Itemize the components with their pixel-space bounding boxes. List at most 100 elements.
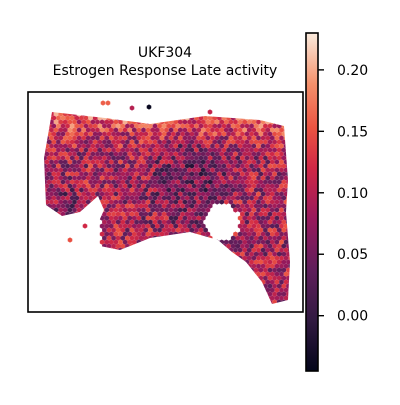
spot <box>194 227 199 233</box>
spot <box>196 199 201 205</box>
spot <box>260 223 266 229</box>
spot <box>256 255 261 261</box>
spot <box>210 295 215 301</box>
spot <box>115 112 121 113</box>
spot <box>44 139 47 145</box>
spot <box>207 147 213 153</box>
spot <box>281 163 287 169</box>
spot <box>210 247 215 253</box>
spot <box>265 167 270 173</box>
spot <box>178 112 183 117</box>
spot <box>180 163 185 169</box>
spot <box>49 247 54 253</box>
spot <box>171 139 176 145</box>
spot <box>164 263 169 269</box>
spot <box>253 299 259 304</box>
spot <box>263 171 268 177</box>
spot <box>92 171 98 177</box>
spot <box>88 179 93 185</box>
spot <box>251 207 257 213</box>
spot <box>118 183 123 189</box>
spot <box>120 283 126 289</box>
spot <box>159 127 165 133</box>
spot <box>132 167 137 173</box>
spot <box>253 251 259 257</box>
spot <box>196 119 201 125</box>
spot <box>56 299 61 304</box>
spot <box>104 295 109 301</box>
spot <box>138 203 144 209</box>
spot <box>97 179 103 185</box>
spot <box>242 119 247 125</box>
spot <box>72 199 77 205</box>
spot <box>237 279 243 285</box>
spot <box>76 207 82 213</box>
spot <box>111 179 116 185</box>
spot <box>115 219 121 225</box>
spot <box>166 179 172 185</box>
spot <box>198 131 204 137</box>
spot <box>242 112 247 117</box>
spot <box>274 151 280 157</box>
spot <box>258 235 264 241</box>
spot <box>118 159 123 165</box>
spot <box>63 135 68 141</box>
spot <box>276 147 282 153</box>
spot <box>272 259 277 265</box>
spot <box>178 215 183 221</box>
spot <box>157 259 162 265</box>
spot <box>265 287 270 293</box>
spot <box>210 239 215 245</box>
spot <box>276 187 282 193</box>
spot <box>175 147 181 153</box>
spot <box>102 195 107 201</box>
spot <box>118 295 123 301</box>
spot <box>274 247 280 253</box>
spot <box>150 191 155 197</box>
spot <box>81 263 86 269</box>
spot <box>194 195 199 201</box>
spot <box>81 167 86 173</box>
spot <box>244 171 250 177</box>
spot <box>106 123 112 129</box>
spot <box>72 287 77 293</box>
spot <box>173 263 178 269</box>
spot <box>120 219 126 225</box>
spot <box>113 279 119 285</box>
spot <box>203 139 208 145</box>
spot <box>249 299 254 304</box>
spot <box>270 271 275 277</box>
spot <box>53 239 59 245</box>
spot <box>150 295 155 301</box>
spot <box>240 235 245 241</box>
spot <box>76 191 82 197</box>
spot <box>247 135 252 141</box>
spot <box>166 283 172 289</box>
spot <box>111 163 116 169</box>
spot <box>226 275 231 281</box>
spot <box>120 275 126 281</box>
spot <box>99 295 105 301</box>
spot <box>51 179 57 185</box>
spot <box>240 155 245 161</box>
spot <box>210 199 215 205</box>
spot <box>46 112 52 113</box>
spot <box>143 259 149 265</box>
spot <box>281 115 287 121</box>
spot <box>132 223 137 229</box>
spot <box>272 267 277 273</box>
spot <box>97 131 103 137</box>
spot <box>230 123 236 129</box>
spot <box>240 251 245 257</box>
spot <box>198 195 204 201</box>
spot <box>88 211 93 217</box>
spot <box>74 259 80 265</box>
spot <box>221 155 227 161</box>
spot <box>113 239 119 245</box>
spot <box>86 183 91 189</box>
spot <box>113 191 119 197</box>
spot <box>240 187 245 193</box>
spot <box>224 119 229 125</box>
spot <box>44 119 50 125</box>
spot <box>67 295 73 301</box>
